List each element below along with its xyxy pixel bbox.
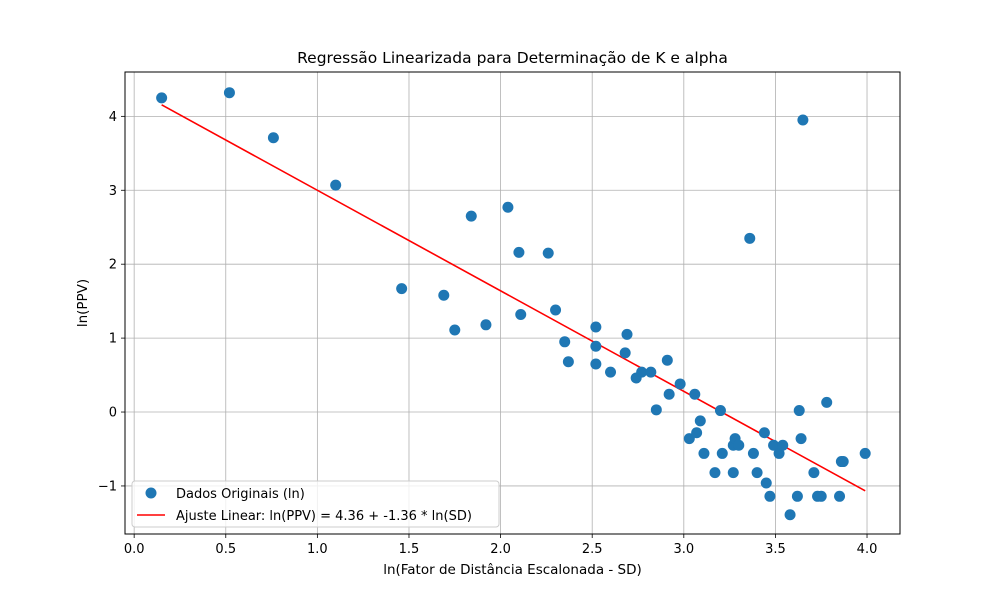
x-tick-label: 2.0 — [490, 542, 511, 557]
data-point — [156, 92, 168, 104]
data-point — [559, 336, 571, 348]
data-point — [621, 328, 633, 340]
data-point — [223, 87, 235, 99]
data-point — [515, 308, 527, 320]
data-point — [689, 388, 701, 400]
x-tick-label: 1.0 — [307, 542, 328, 557]
data-point — [834, 490, 846, 502]
data-point — [777, 439, 789, 451]
data-point — [815, 490, 827, 502]
data-point — [733, 439, 745, 451]
x-axis-ticks: 0.0 0.5 1.0 1.5 2.0 2.5 3.0 3.5 4.0 — [124, 534, 878, 557]
y-tick-label: 3 — [109, 184, 117, 199]
data-point — [661, 354, 673, 366]
scatter-points-layer — [156, 87, 871, 521]
data-point — [758, 427, 770, 439]
data-point — [267, 132, 279, 144]
data-point — [480, 319, 492, 331]
data-point — [590, 321, 602, 333]
data-point — [837, 456, 849, 468]
data-point — [636, 366, 648, 378]
x-tick-label: 0.5 — [215, 542, 236, 557]
data-point — [694, 415, 706, 427]
data-point — [797, 114, 809, 126]
y-tick-label: 0 — [109, 406, 117, 421]
data-point — [727, 467, 739, 479]
y-tick-label: 2 — [109, 258, 117, 273]
x-axis-label: ln(Fator de Distância Escalonada - SD) — [383, 562, 642, 578]
x-tick-label: 3.5 — [765, 542, 786, 557]
data-point — [562, 356, 574, 368]
data-point — [808, 467, 820, 479]
data-point — [768, 439, 780, 451]
y-axis-ticks: −1 0 1 2 3 4 — [98, 110, 125, 494]
axes-frame — [124, 71, 901, 535]
data-point — [859, 447, 871, 459]
data-point — [691, 427, 703, 439]
legend-box — [131, 480, 500, 528]
data-point — [747, 447, 759, 459]
data-point — [714, 405, 726, 417]
data-point — [590, 340, 602, 352]
data-point — [542, 247, 554, 259]
data-point — [683, 433, 695, 445]
x-tick-label: 0.0 — [124, 542, 145, 557]
legend: Dados Originais (ln) Ajuste Linear: ln(P… — [131, 480, 500, 528]
data-point — [821, 396, 833, 408]
data-point — [513, 246, 525, 258]
data-point — [791, 490, 803, 502]
data-point — [396, 283, 408, 295]
data-point — [438, 289, 450, 301]
y-tick-label: 1 — [109, 332, 117, 347]
data-point — [784, 509, 796, 521]
legend-label-fit: Ajuste Linear: ln(PPV) = 4.36 + -1.36 * … — [176, 509, 472, 524]
x-tick-label: 4.0 — [857, 542, 878, 557]
data-point — [760, 477, 772, 489]
fit-line-layer — [161, 104, 866, 492]
y-tick-label: −1 — [98, 479, 117, 494]
fit-line — [161, 104, 866, 492]
legend-label-scatter: Dados Originais (ln) — [176, 487, 305, 502]
data-point — [330, 179, 342, 191]
data-point — [449, 324, 461, 336]
data-point — [465, 210, 477, 222]
x-tick-label: 3.0 — [673, 542, 694, 557]
y-axis-label: ln(PPV) — [75, 279, 91, 327]
data-point — [645, 366, 657, 378]
data-point — [590, 358, 602, 370]
data-point — [744, 232, 756, 244]
data-point — [550, 304, 562, 316]
data-point — [605, 366, 617, 378]
data-point — [795, 433, 807, 445]
data-point — [793, 405, 805, 417]
data-point — [751, 467, 763, 479]
chart-title: Regressão Linearizada para Determinação … — [297, 49, 728, 67]
x-tick-label: 2.5 — [582, 542, 603, 557]
data-point — [650, 404, 662, 416]
x-tick-label: 1.5 — [399, 542, 420, 557]
data-point — [502, 201, 514, 213]
data-point — [619, 347, 631, 359]
data-point — [674, 378, 686, 390]
data-point — [663, 388, 675, 400]
y-tick-label: 4 — [109, 110, 117, 125]
data-point — [698, 447, 710, 459]
data-point — [764, 490, 776, 502]
legend-marker-scatter — [145, 487, 157, 499]
data-point — [709, 467, 721, 479]
data-point — [716, 447, 728, 459]
